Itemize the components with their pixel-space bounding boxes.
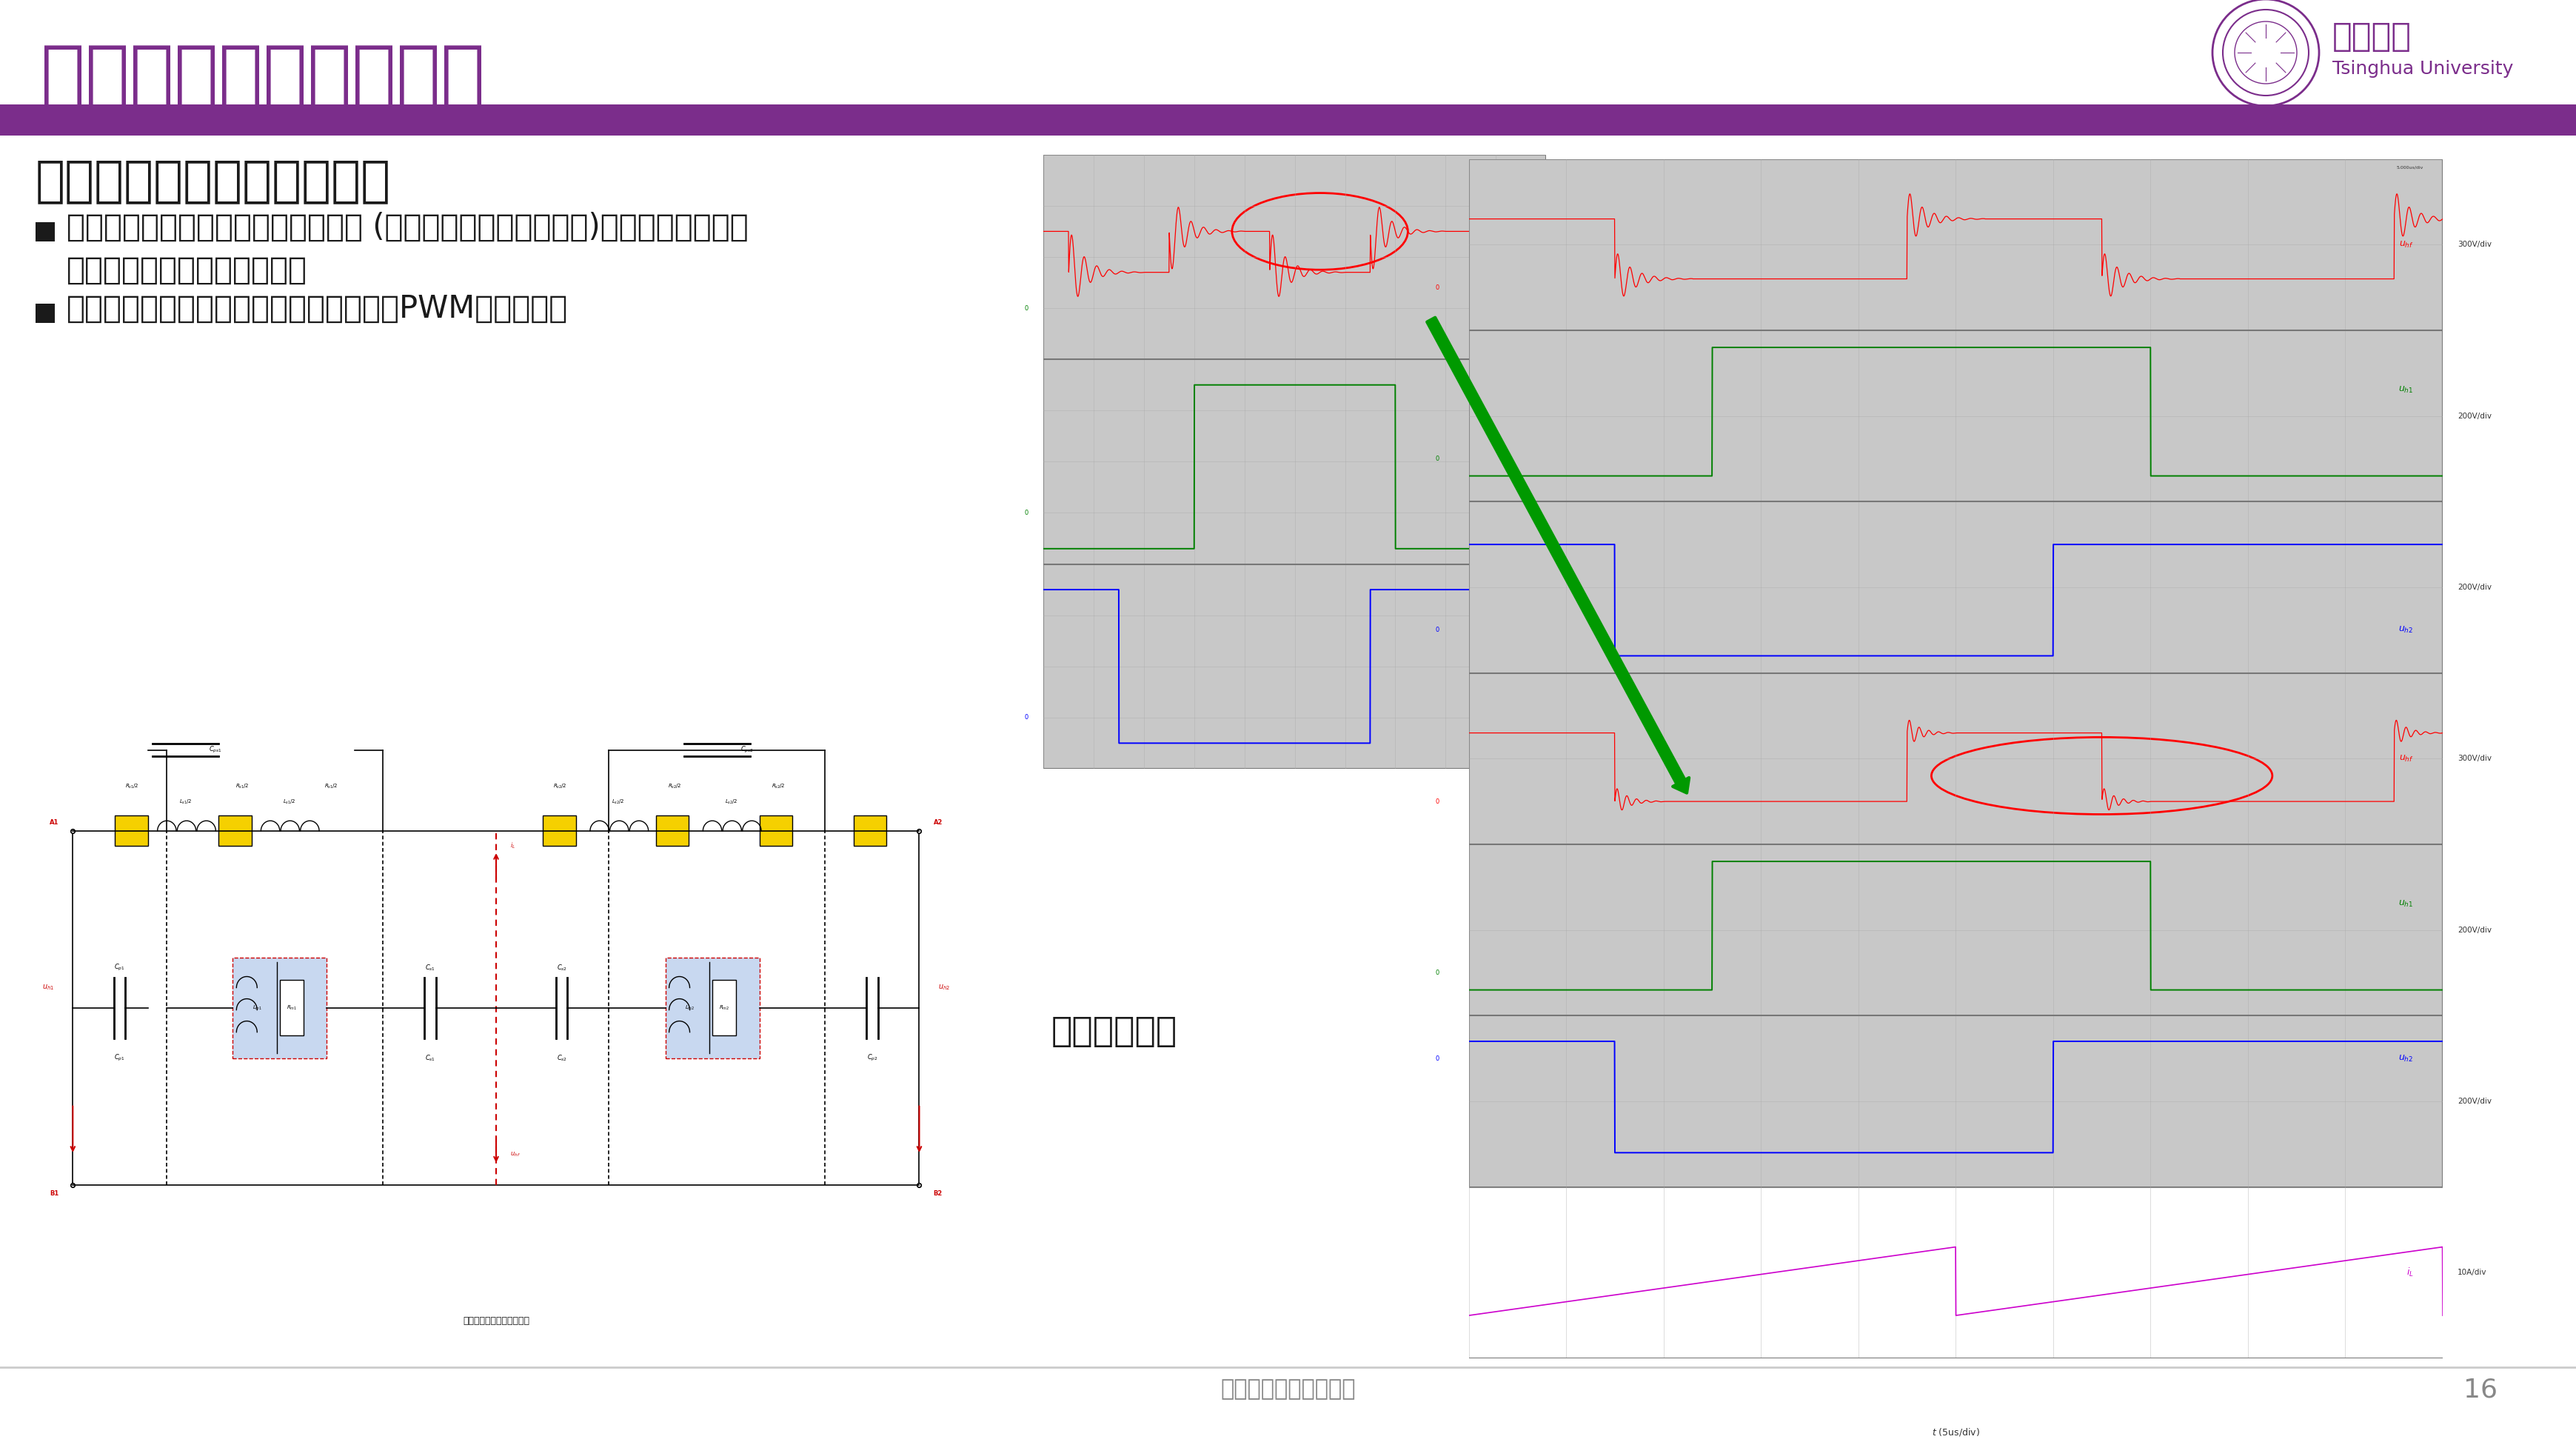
Text: $t$ (5us/div): $t$ (5us/div) [1932,1426,1978,1438]
Text: B1: B1 [49,1191,59,1196]
Text: 清華大學: 清華大學 [2331,20,2411,52]
Text: 路中分布寄生参数的振荡电路: 路中分布寄生参数的振荡电路 [67,254,307,286]
Text: $R_{s1}/2$: $R_{s1}/2$ [126,783,139,790]
Text: $C_{p2}$: $C_{p2}$ [866,1053,878,1064]
Text: 200V/div: 200V/div [2458,412,2491,419]
Bar [0,104,2576,136]
Text: 变换器中高频振荡机理分析：激励源 (高开关速度的碳化硅器件)，考虑变换器主电: 变换器中高频振荡机理分析：激励源 (高开关速度的碳化硅器件)，考虑变换器主电 [67,212,747,243]
Bar [665,957,760,1058]
Text: 碳化硅应用的关键技术: 碳化硅应用的关键技术 [41,42,484,113]
Text: $R_{m1}$: $R_{m1}$ [286,1004,296,1012]
Text: A2: A2 [933,819,943,825]
Text: 抑制变换器的高频振荡策略：吸收电路、PWM调制策略等: 抑制变换器的高频振荡策略：吸收电路、PWM调制策略等 [67,293,567,325]
Text: 1.000us/div: 1.000us/div [1510,165,1535,169]
Text: $u_{h2}$: $u_{h2}$ [2398,626,2414,634]
Bar [219,815,252,845]
Text: $i_L$: $i_L$ [2406,1267,2414,1279]
Text: $L_{s2}/2$: $L_{s2}/2$ [724,798,737,805]
Bar [36,223,54,241]
Text: 《电工技术学报》发布: 《电工技术学报》发布 [1221,1379,1355,1400]
Text: $C_{s1}$: $C_{s1}$ [425,1053,435,1062]
Text: 5.000us/div: 5.000us/div [2396,166,2421,169]
Text: $u_{hf}$: $u_{hf}$ [1507,227,1520,236]
Text: 300V/div: 300V/div [2458,241,2491,249]
Text: $L_{m2}$: $L_{m2}$ [685,1004,696,1012]
Text: $R_{s2}/2$: $R_{s2}/2$ [554,783,567,790]
Text: 200V/div: 200V/div [2458,1098,2491,1105]
Text: $u_{hf}$: $u_{hf}$ [510,1150,520,1159]
Text: $C_{s1}$: $C_{s1}$ [425,964,435,972]
Text: B2: B2 [933,1191,943,1196]
Bar [232,957,327,1058]
Text: $L_{s2}/2$: $L_{s2}/2$ [611,798,623,805]
Text: 0: 0 [1025,510,1028,516]
Text: $L_{s1}/2$: $L_{s1}/2$ [283,798,296,805]
Text: $L_{m1}$: $L_{m1}$ [252,1004,263,1012]
Bar [36,303,54,322]
Text: $R_{s1}/2$: $R_{s1}/2$ [234,783,250,790]
Bar [544,815,577,845]
Bar [711,980,737,1036]
Text: $i_L$: $i_L$ [510,841,515,850]
Text: $u_{hf}$: $u_{hf}$ [2398,754,2414,763]
Text: $R_{s2}/2$: $R_{s2}/2$ [770,783,786,790]
Text: $R_{m2}$: $R_{m2}$ [719,1004,729,1012]
Text: 200V/div: 200V/div [2458,926,2491,933]
Text: $C_{p1}$: $C_{p1}$ [113,1053,126,1064]
Text: 200V/div: 200V/div [2458,584,2491,591]
Text: 0: 0 [1435,1055,1440,1062]
Text: 0: 0 [1435,627,1440,633]
Bar [760,815,791,845]
Text: 300V/div: 300V/div [2458,754,2491,763]
Text: $C_{p1}$: $C_{p1}$ [113,962,126,972]
Bar [281,980,304,1036]
Text: 16: 16 [2463,1377,2496,1402]
Text: 0: 0 [1025,714,1028,721]
Text: $C_{s2}$: $C_{s2}$ [556,1053,567,1062]
Text: $R_{s2}/2$: $R_{s2}/2$ [667,783,683,790]
Text: Tsinghua University: Tsinghua University [2331,61,2512,78]
Bar [657,815,688,845]
Text: $L_{s1}/2$: $L_{s1}/2$ [180,798,193,805]
Bar [116,815,147,845]
Text: $u_{h1}$: $u_{h1}$ [2398,899,2414,909]
Text: $u_{h2}$: $u_{h2}$ [2398,1053,2414,1064]
Bar [853,815,886,845]
Text: $u_{h2}$: $u_{h2}$ [938,983,951,993]
Text: 考虑寄生分布参数的主电路: 考虑寄生分布参数的主电路 [464,1316,528,1327]
Text: A1: A1 [49,819,59,825]
Text: $C_{ps1}$: $C_{ps1}$ [209,746,222,754]
Bar [1468,159,2442,1186]
Text: $u_{h2}$: $u_{h2}$ [1507,447,1520,455]
Text: 0: 0 [1025,305,1028,312]
Text: 高频振荡抑制: 高频振荡抑制 [1051,1016,1177,1049]
Text: 0: 0 [1435,285,1440,290]
Text: 0: 0 [1435,970,1440,977]
Text: 0: 0 [1435,798,1440,805]
Text: $u_{hf}$: $u_{hf}$ [2398,240,2414,250]
Text: $R_{s1}/2$: $R_{s1}/2$ [325,783,337,790]
Text: 10A/div: 10A/div [2458,1269,2486,1276]
Text: $u_{h1}$: $u_{h1}$ [41,983,54,993]
Text: $u_{h1}$: $u_{h1}$ [2398,386,2414,394]
Text: $C_{s2}$: $C_{s2}$ [556,964,567,972]
Text: $C_{ps2}$: $C_{ps2}$ [739,746,755,754]
Text: 变换器中的高频振荡与抑制: 变换器中的高频振荡与抑制 [36,156,392,205]
Text: 0: 0 [1435,455,1440,462]
